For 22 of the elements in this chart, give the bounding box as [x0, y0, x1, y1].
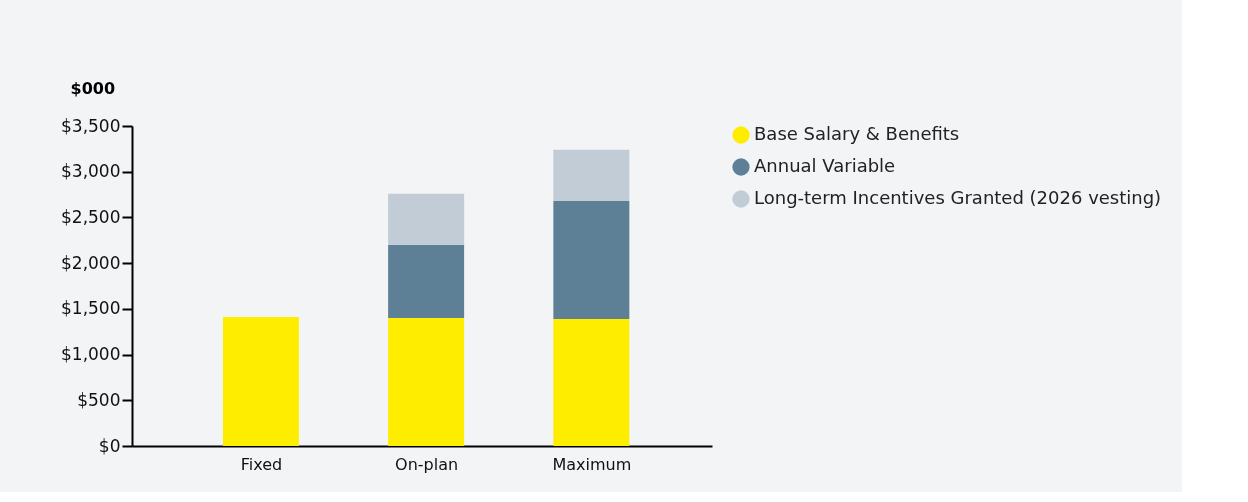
x-tick-label: Maximum	[552, 454, 632, 474]
y-tick-label: $3,500	[61, 115, 121, 136]
y-tick-label: $3,000	[61, 161, 121, 182]
bar	[388, 193, 465, 245]
bar	[553, 200, 630, 319]
x-tick-label: On-plan	[395, 454, 459, 474]
x-tick-label: Fixed	[240, 454, 283, 474]
y-tick-label: $1,500	[61, 298, 121, 319]
y-tick-label: $500	[77, 389, 121, 410]
y-tick-label: $1,000	[61, 344, 121, 365]
bar	[388, 244, 465, 318]
y-axis-title: $000	[70, 78, 116, 98]
legend-label: Base Salary & Benefits	[754, 123, 960, 144]
legend-label: Long-term Incentives Granted (2026 vesting)	[754, 187, 1162, 208]
bar	[553, 318, 630, 446]
y-tick-label: $2,000	[61, 252, 121, 273]
y-tick-label: $2,500	[61, 206, 121, 227]
y-tick-label: $0	[98, 435, 121, 456]
bar	[388, 318, 465, 446]
legend-label: Annual Variable	[754, 155, 896, 176]
bar	[222, 317, 299, 446]
bar	[553, 149, 630, 201]
